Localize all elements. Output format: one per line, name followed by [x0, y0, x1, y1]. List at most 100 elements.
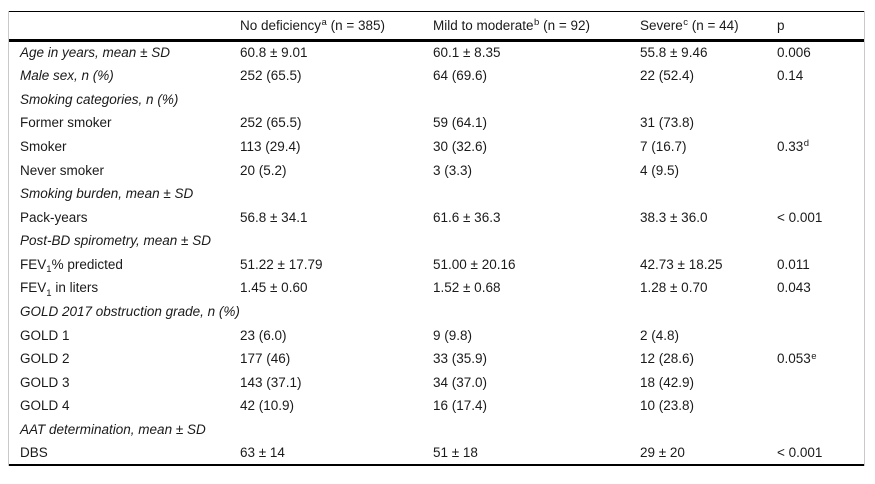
row-label: Pack-years — [20, 209, 88, 225]
value-cell: 113 (29.4) — [240, 138, 301, 154]
p-value-cell: 0.14 — [777, 68, 804, 84]
header-cell: No deficiencya (n = 385) — [240, 17, 386, 33]
p-value-cell — [777, 418, 864, 442]
value-cell: 56.8 ± 34.1 — [240, 209, 308, 225]
value-cell: 143 (37.1) — [240, 374, 302, 390]
section-row: Smoking burden, mean ± SD — [9, 182, 864, 206]
value-cell: 23 (6.0) — [240, 327, 287, 343]
row-label: Smoker — [20, 138, 67, 154]
value-cell — [640, 88, 777, 112]
p-value-cell — [777, 229, 864, 253]
row-label: FEV1 in liters — [20, 280, 99, 299]
p-value-cell — [777, 394, 864, 418]
value-cell — [640, 229, 777, 253]
value-cell: 30 (32.6) — [433, 138, 488, 154]
row-label: Former smoker — [20, 115, 112, 131]
table-row: DBS 63 ± 14 51 ± 18 29 ± 20 < 0.001 — [9, 442, 864, 466]
table-header: No deficiencya (n = 385) Mild to moderate… — [9, 12, 864, 41]
value-cell — [433, 88, 640, 112]
p-value-cell: < 0.001 — [777, 209, 823, 225]
table-row: FEV1% predicted 51.22 ± 17.79 51.00 ± 20.1… — [9, 253, 864, 277]
p-value-cell: 0.006 — [777, 45, 811, 61]
value-cell: 4 (9.5) — [640, 162, 680, 178]
value-cell — [640, 418, 777, 442]
p-value-cell — [777, 158, 864, 182]
value-cell: 42 (10.9) — [240, 398, 295, 414]
value-cell: 7 (16.7) — [640, 138, 687, 154]
header-cell: p — [777, 17, 785, 33]
row-label: GOLD 3 — [20, 374, 70, 390]
header-cell-empty — [9, 12, 240, 41]
value-cell — [640, 182, 777, 206]
value-cell: 22 (52.4) — [640, 68, 695, 84]
p-value-cell: 0.011 — [777, 256, 810, 272]
value-cell: 64 (69.6) — [433, 68, 488, 84]
row-label: AAT determination, mean ± SD — [20, 422, 206, 438]
value-cell — [240, 88, 433, 112]
value-cell — [240, 300, 433, 324]
value-cell: 1.28 ± 0.70 — [640, 280, 708, 296]
section-row: Post-BD spirometry, mean ± SD — [9, 229, 864, 253]
table-row: Pack-years 56.8 ± 34.1 61.6 ± 36.3 38.3 ± 3… — [9, 206, 864, 230]
value-cell: 55.8 ± 9.46 — [640, 45, 708, 61]
value-cell — [433, 300, 640, 324]
value-cell: 16 (17.4) — [433, 398, 488, 414]
value-cell: 33 (35.9) — [433, 351, 488, 367]
value-cell: 1.45 ± 0.60 — [240, 280, 308, 296]
value-cell: 2 (4.8) — [640, 327, 680, 343]
section-row: GOLD 2017 obstruction grade, n (%) — [9, 300, 864, 324]
value-cell: 20 (5.2) — [240, 162, 287, 178]
row-label: Age in years, mean ± SD — [20, 45, 170, 61]
characteristics-table: No deficiencya (n = 385) Mild to moderate… — [9, 11, 864, 467]
p-value-cell — [777, 371, 864, 395]
value-cell: 252 (65.5) — [240, 68, 302, 84]
value-cell — [240, 182, 433, 206]
row-label: Post-BD spirometry, mean ± SD — [20, 233, 211, 249]
value-cell — [640, 300, 777, 324]
value-cell: 31 (73.8) — [640, 115, 695, 131]
value-cell — [240, 418, 433, 442]
value-cell: 9 (9.8) — [433, 327, 473, 343]
p-value-cell — [777, 300, 864, 324]
table-frame: No deficiencya (n = 385) Mild to moderate… — [8, 11, 865, 467]
row-label: Smoking burden, mean ± SD — [20, 186, 194, 202]
table-row: Smoker 113 (29.4) 30 (32.6) 7 (16.7) 0.33d — [9, 135, 864, 159]
section-row: Smoking categories, n (%) — [9, 88, 864, 112]
value-cell: 1.52 ± 0.68 — [433, 280, 501, 296]
value-cell: 61.6 ± 36.3 — [433, 209, 501, 225]
value-cell: 38.3 ± 36.0 — [640, 209, 708, 225]
row-label: FEV1% predicted — [20, 256, 123, 276]
table-row: Never smoker 20 (5.2) 3 (3.3) 4 (9.5) — [9, 158, 864, 182]
value-cell — [240, 229, 433, 253]
value-cell: 34 (37.0) — [433, 374, 488, 390]
row-label: DBS — [20, 445, 48, 461]
row-label: Smoking categories, n (%) — [20, 91, 179, 107]
p-value-cell — [777, 182, 864, 206]
p-value-cell — [777, 324, 864, 348]
row-label: GOLD 4 — [20, 398, 70, 414]
table-row: GOLD 3 143 (37.1) 34 (37.0) 18 (42.9) — [9, 371, 864, 395]
p-value-cell: 0.053e — [777, 350, 817, 367]
row-label: Never smoker — [20, 162, 105, 178]
value-cell — [433, 418, 640, 442]
header-cell: Mild to moderateb (n = 92) — [433, 17, 590, 33]
header-row: No deficiencya (n = 385) Mild to moderate… — [9, 12, 864, 41]
table-row: GOLD 1 23 (6.0) 9 (9.8) 2 (4.8) — [9, 324, 864, 348]
value-cell — [433, 182, 640, 206]
row-label: GOLD 2 — [20, 351, 70, 367]
value-cell: 60.1 ± 8.35 — [433, 45, 501, 61]
value-cell: 51.00 ± 20.16 — [433, 256, 516, 272]
table-row: FEV1 in liters 1.45 ± 0.60 1.52 ± 0.68 1.28… — [9, 276, 864, 300]
p-value-cell: 0.33d — [777, 138, 810, 154]
value-cell: 252 (65.5) — [240, 115, 302, 131]
row-label: Male sex, n (%) — [20, 68, 114, 84]
p-value-cell — [777, 111, 864, 135]
value-cell: 51.22 ± 17.79 — [240, 256, 323, 272]
value-cell: 29 ± 20 — [640, 445, 685, 461]
value-cell: 10 (23.8) — [640, 398, 695, 414]
table-body: Age in years, mean ± SD 60.8 ± 9.01 60.1 ±… — [9, 41, 864, 466]
value-cell: 177 (46) — [240, 351, 291, 367]
p-value-cell — [777, 88, 864, 112]
row-label: GOLD 1 — [20, 327, 70, 343]
